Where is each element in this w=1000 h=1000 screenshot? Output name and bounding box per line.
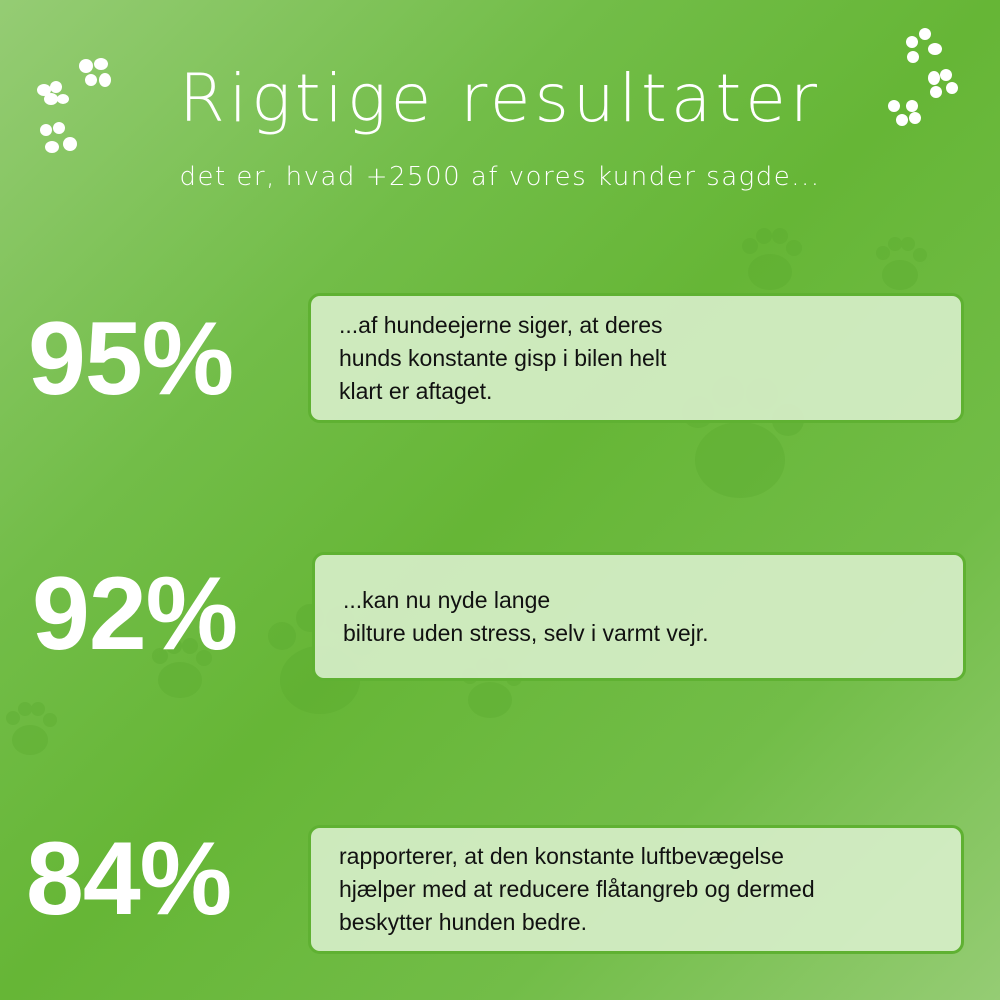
paw-print-icon	[888, 28, 958, 126]
stat-text-3: rapporterer, at den konstante luftbevæge…	[339, 843, 815, 935]
stat-text-2: ...kan nu nyde lange bilture uden stress…	[343, 586, 709, 646]
stat-box-3: rapporterer, at den konstante luftbevæge…	[308, 825, 964, 954]
paw-print-icon	[37, 58, 111, 153]
stat-box-1: ...af hundeejerne siger, at deres hunds …	[308, 293, 964, 423]
stat-percent-1: 95%	[28, 301, 234, 417]
page-subtitle: det er, hvad +2500 af vores kunder sagde…	[179, 162, 821, 192]
page-title: Rigtige resultater	[179, 60, 821, 137]
stat-percent-2: 92%	[32, 556, 238, 672]
stat-box-2: ...kan nu nyde lange bilture uden stress…	[312, 552, 966, 681]
stat-text-1: ...af hundeejerne siger, at deres hunds …	[339, 311, 667, 404]
stat-percent-3: 84%	[26, 821, 232, 937]
